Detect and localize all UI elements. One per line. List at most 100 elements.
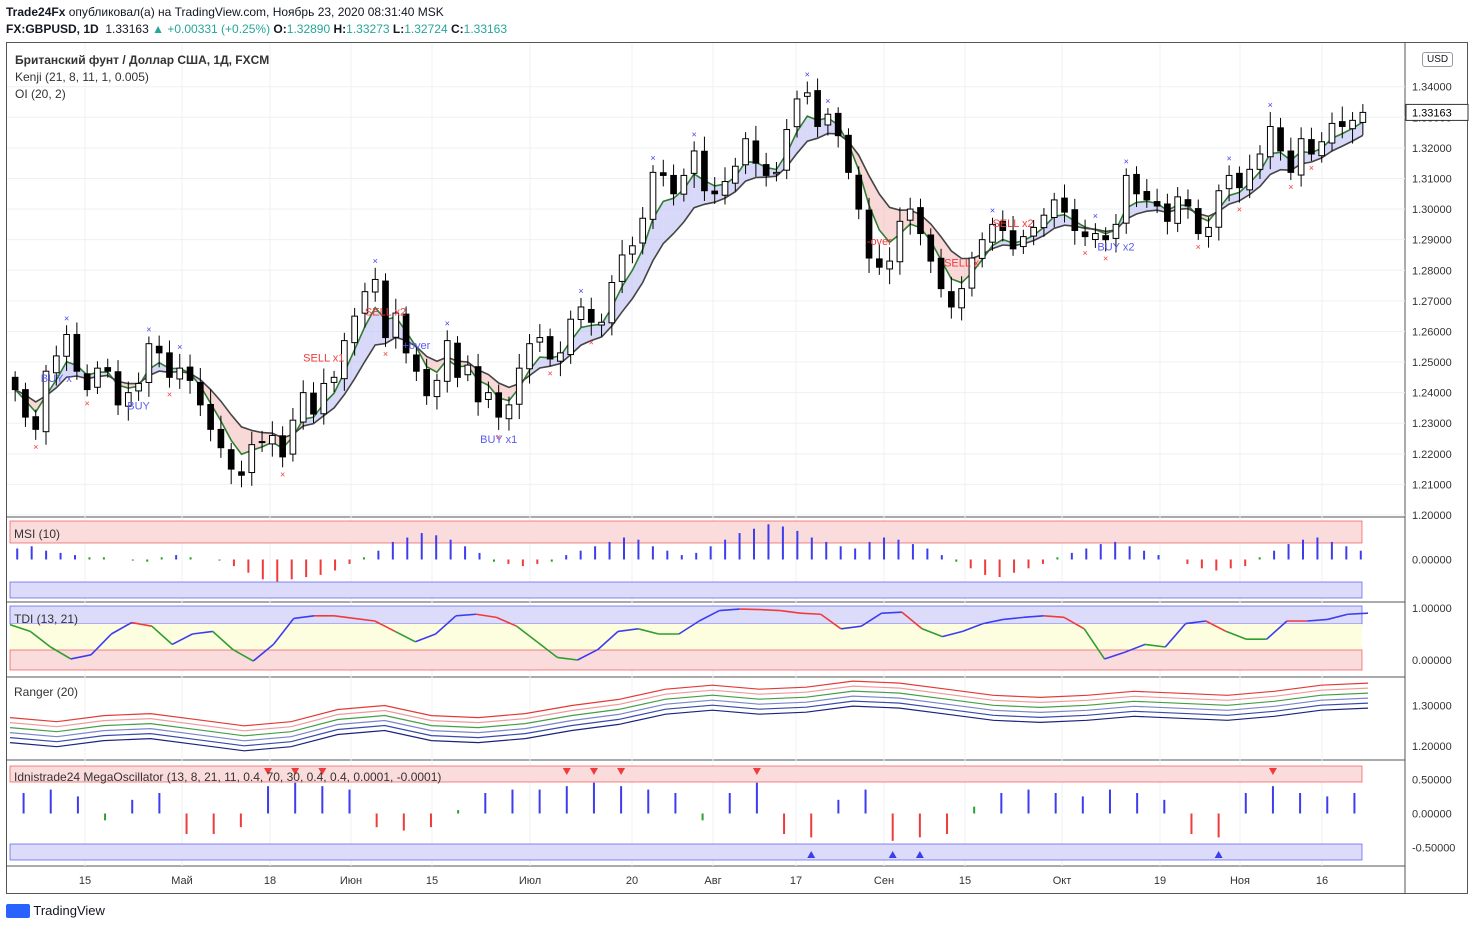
tdi-segment: [617, 628, 639, 633]
candle-body: [269, 434, 276, 445]
publish-line: Trade24Fx опубликовал(а) на TradingView.…: [6, 5, 444, 19]
tdi-segment: [739, 608, 760, 611]
signal-label: SELL x2: [992, 218, 1033, 230]
tdi-segment: [1043, 615, 1065, 619]
peak-marker: ×: [1124, 156, 1129, 166]
candle-body: [42, 370, 50, 433]
signal-label: SELL x2: [365, 307, 406, 319]
candle-body: [567, 318, 575, 356]
candle-body: [927, 234, 935, 262]
buy-triangle-icon: [915, 851, 924, 858]
main-legend[interactable]: Британский фунт / Доллар США, 1Д, FXCM: [15, 53, 270, 67]
y-tick-label: 1.30000: [1412, 700, 1452, 712]
footer-brand[interactable]: TradingView: [6, 903, 105, 919]
trough-marker: ×: [33, 442, 38, 452]
candle-body: [577, 306, 585, 321]
tdi-segment: [334, 615, 355, 620]
kenji-cloud-segment: [1033, 227, 1044, 241]
candle-body: [124, 392, 132, 407]
currency-badge[interactable]: USD: [1422, 52, 1454, 67]
tdi-segment: [171, 633, 193, 646]
candle-body: [1194, 208, 1202, 235]
candle-body: [423, 369, 430, 397]
kenji-cloud-segment: [930, 223, 942, 261]
candle-body: [855, 174, 863, 210]
candle-body: [1287, 150, 1295, 173]
ranger-line: [9, 705, 1369, 752]
tdi-segment: [1327, 613, 1348, 621]
author-name[interactable]: Trade24Fx: [6, 5, 66, 19]
candle-body: [227, 449, 235, 470]
x-tick-label: 19: [1154, 875, 1166, 887]
signal-label: +over: [402, 340, 430, 352]
peak-marker: ×: [146, 324, 151, 334]
candle-body: [1277, 127, 1284, 152]
tdi-lower-zone: [9, 649, 1363, 671]
chart-frame[interactable]: [6, 42, 1468, 894]
tdi-segment: [131, 621, 153, 627]
candle-body: [546, 336, 554, 360]
high-label: H:: [333, 22, 347, 36]
publish-info: опубликовал(а) на TradingView.com, Ноябр…: [68, 5, 444, 19]
tdi-segment: [455, 613, 477, 617]
peak-marker: ×: [445, 318, 450, 328]
kenji-legend[interactable]: Kenji (21, 8, 11, 1, 0.005): [15, 70, 149, 84]
kenji-cloud-segment: [56, 361, 67, 388]
x-tick-label: Сен: [874, 875, 894, 887]
tdi-segment: [759, 608, 781, 612]
candle-body: [937, 257, 945, 290]
tdi-segment: [29, 630, 52, 648]
x-tick-label: 18: [264, 875, 276, 887]
oi-legend[interactable]: OI (20, 2): [15, 87, 66, 101]
candle-body: [238, 471, 245, 476]
candle-body: [73, 333, 81, 372]
kenji-cloud-segment: [673, 189, 684, 234]
mega-legend[interactable]: Idnistrade24 MegaOscillator (13, 8, 21, …: [14, 770, 442, 784]
tdi-segment: [982, 618, 1004, 625]
tdi-legend[interactable]: TDI (13, 21): [14, 612, 79, 626]
trough-marker: ×: [167, 390, 172, 400]
ranger-line: [9, 685, 1369, 732]
tdi-segment: [962, 622, 984, 633]
candle-body: [875, 258, 883, 268]
tdi-segment: [780, 609, 801, 614]
kenji-cloud-segment: [334, 372, 345, 408]
tdi-segment: [1104, 651, 1126, 660]
x-tick-label: Авг: [704, 875, 721, 887]
candle-body: [1112, 223, 1120, 239]
candle-body: [629, 245, 636, 255]
symbol-label[interactable]: FX:GBPUSD, 1D: [6, 22, 99, 36]
tdi-upper-zone: [9, 605, 1363, 625]
ranger-legend[interactable]: Ranger (20): [14, 685, 79, 699]
kenji-cloud-segment: [1136, 201, 1147, 215]
close-value: 1.33163: [463, 22, 508, 36]
candle-body: [22, 389, 29, 418]
candle-body: [742, 138, 749, 166]
candle-body: [845, 134, 852, 173]
candle-body: [371, 278, 379, 293]
candle-body: [32, 416, 40, 430]
candle-body: [824, 113, 832, 126]
tdi-segment: [881, 611, 902, 614]
candle-body: [896, 220, 904, 263]
candle-body: [94, 367, 101, 388]
tdi-segment: [1023, 615, 1044, 619]
kenji-cloud-segment: [539, 357, 551, 368]
y-tick-label: 1.25000: [1412, 357, 1452, 369]
peak-marker: ×: [650, 153, 655, 163]
kenji-cloud-segment: [580, 325, 592, 346]
y-tick-label: -0.50000: [1412, 843, 1455, 855]
close-label: C:: [450, 22, 464, 36]
y-tick-label: 1.21000: [1412, 479, 1452, 491]
candle-body: [196, 381, 204, 406]
kenji-cloud-segment: [344, 349, 355, 395]
candle-body: [1266, 125, 1274, 158]
candle-body: [670, 174, 677, 195]
candle-body: [515, 367, 523, 405]
tdi-segment: [496, 616, 518, 627]
msi-legend[interactable]: MSI (10): [14, 527, 61, 541]
x-tick-label: 20: [626, 875, 638, 887]
candle-body: [1349, 119, 1356, 130]
tdi-segment: [354, 617, 375, 622]
